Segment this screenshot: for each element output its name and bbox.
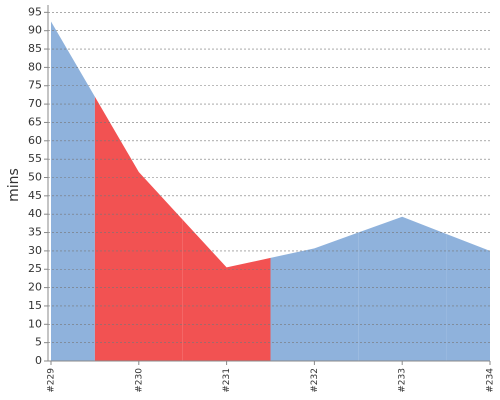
x-tick-label: #231 bbox=[222, 368, 232, 393]
y-tick-label: 40 bbox=[28, 207, 42, 220]
y-tick-label: 0 bbox=[35, 354, 42, 367]
y-tick-label: 30 bbox=[28, 244, 42, 257]
y-tick-label: 15 bbox=[28, 299, 42, 312]
build-segment bbox=[270, 232, 359, 361]
y-tick-label: 45 bbox=[28, 189, 42, 202]
x-tick-label: #234 bbox=[486, 368, 496, 393]
y-tick-label: 80 bbox=[28, 60, 42, 73]
x-tick-label: #230 bbox=[134, 368, 144, 393]
build-segment bbox=[182, 219, 271, 361]
y-tick-label: 85 bbox=[28, 42, 42, 55]
y-tick-label: 95 bbox=[28, 5, 42, 18]
y-tick-label: 25 bbox=[28, 262, 42, 275]
build-segment bbox=[94, 96, 183, 362]
y-tick-label: 20 bbox=[28, 281, 42, 294]
y-tick-label: 75 bbox=[28, 79, 42, 92]
y-tick-label: 60 bbox=[28, 134, 42, 147]
y-tick-label: 5 bbox=[35, 336, 42, 349]
y-tick-label: 10 bbox=[28, 317, 42, 330]
y-tick-label: 90 bbox=[28, 24, 42, 37]
y-tick-label: 65 bbox=[28, 115, 42, 128]
x-tick-label: #233 bbox=[398, 368, 408, 393]
x-tick-label: #232 bbox=[310, 368, 320, 393]
build-segment bbox=[51, 21, 95, 361]
y-tick-label: 35 bbox=[28, 226, 42, 239]
y-tick-label: 70 bbox=[28, 97, 42, 110]
y-axis-label: mins bbox=[6, 168, 22, 202]
build-segment bbox=[358, 216, 447, 361]
build-segment bbox=[446, 233, 490, 361]
y-tick-label: 50 bbox=[28, 170, 42, 183]
x-tick-label: #229 bbox=[47, 368, 57, 393]
y-tick-label: 55 bbox=[28, 152, 42, 165]
